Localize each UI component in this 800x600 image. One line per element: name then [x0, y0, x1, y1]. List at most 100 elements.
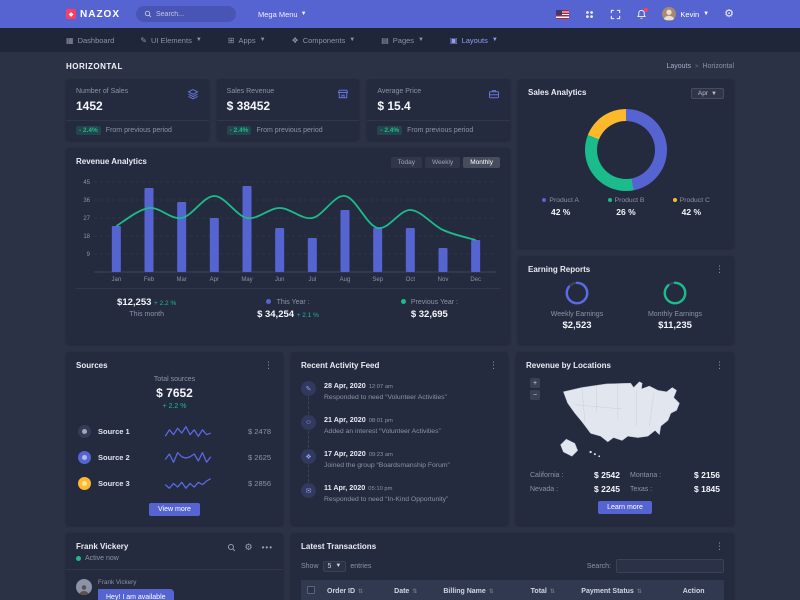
sort-icon: ⇅	[412, 588, 418, 595]
logo-icon: ◆	[66, 9, 76, 19]
source-name: Source 1	[98, 426, 130, 436]
nav-item-ui-elements[interactable]: ✎ UI Elements ▼	[140, 36, 202, 45]
stat-note: From previous period	[407, 127, 474, 134]
sort-icon: ⇅	[636, 588, 642, 595]
chevron-down-icon: ▼	[300, 11, 307, 17]
svg-text:Jun: Jun	[275, 277, 285, 283]
learn-more-button[interactable]: Learn more	[598, 501, 652, 514]
monthly-button[interactable]: Monthly	[463, 157, 500, 168]
breadcrumb-link[interactable]: Layouts	[666, 63, 691, 70]
nav-item-pages[interactable]: ▤ Pages ▼	[381, 36, 424, 45]
chat-search-button[interactable]	[227, 543, 236, 552]
grid-icon	[586, 10, 594, 18]
card-title: Sales Analytics	[528, 88, 587, 97]
monthly-earnings-ring-chart	[626, 280, 724, 306]
svg-text:Feb: Feb	[144, 277, 155, 283]
chevron-down-icon: ▼	[703, 11, 710, 17]
svg-text:9: 9	[87, 252, 91, 258]
search-input[interactable]	[156, 10, 228, 18]
settings-button[interactable]: ⚙	[724, 8, 734, 20]
user-menu[interactable]: Kevin ▼	[662, 7, 709, 21]
weekly-button[interactable]: Weekly	[425, 157, 461, 168]
stat-card-sales-revenue: Sales Revenue $ 38452 - 2.4% From previo…	[216, 79, 360, 140]
table-search-input[interactable]	[616, 559, 724, 573]
legend-dot	[672, 198, 677, 203]
column-order-id[interactable]: Order ID ⇅	[321, 580, 389, 600]
nav-item-apps[interactable]: ⊞ Apps ▼	[228, 36, 266, 45]
topbar-search[interactable]	[136, 6, 236, 22]
select-all-checkbox[interactable]	[307, 586, 315, 594]
column-payment-status[interactable]: Payment Status ⇅	[575, 580, 677, 600]
chat-user-name: Frank Vickery	[76, 542, 129, 551]
user-avatar	[662, 7, 677, 21]
column-date[interactable]: Date ⇅	[388, 580, 438, 600]
nav-label: Layouts	[461, 35, 488, 45]
svg-text:Dec: Dec	[470, 277, 481, 283]
svg-text:Jan: Jan	[111, 277, 121, 283]
search-icon	[227, 543, 235, 552]
kebab-menu-icon[interactable]: ⋮	[715, 264, 724, 274]
table-search-control: Search:	[587, 559, 724, 573]
column-total[interactable]: Total ⇅	[524, 580, 576, 600]
sort-icon: ⇅	[488, 588, 494, 595]
language-flag-button[interactable]	[556, 9, 570, 19]
person-icon	[79, 585, 89, 595]
nav-item-dashboard[interactable]: ▦ Dashboard	[66, 36, 114, 45]
kebab-menu-icon[interactable]: ⋮	[715, 541, 724, 551]
map-zoom-in-button[interactable]: +	[530, 378, 540, 388]
nav-item-layouts[interactable]: ▣ Layouts ▼	[450, 36, 498, 45]
select-all-cell	[301, 580, 321, 600]
revenue-locations-card: Revenue by Locations ⋮ + − California : $…	[516, 352, 734, 525]
month-select-value: Apr	[697, 90, 709, 97]
notifications-button[interactable]	[636, 7, 649, 20]
chevron-down-icon: ▼	[418, 37, 424, 43]
source-3-icon	[78, 476, 91, 490]
source-row-3: Source 3 $ 2856	[76, 470, 273, 496]
nav-label: Pages	[392, 35, 415, 45]
breadcrumb-separator: >	[694, 63, 699, 70]
legend-product-a: Product A 42 %	[528, 197, 593, 217]
month-select[interactable]: Apr ▼	[690, 88, 724, 99]
stat-value: 1452	[76, 99, 103, 113]
kebab-menu-icon[interactable]: ⋮	[264, 360, 273, 370]
revenue-analytics-card: Revenue Analytics Today Weekly Monthly 9…	[66, 148, 510, 344]
sort-icon: ⇅	[358, 588, 364, 595]
sort-icon: ⇅	[549, 588, 555, 595]
card-title: Earning Reports	[528, 265, 591, 274]
kebab-menu-icon[interactable]: ⋮	[489, 360, 498, 370]
bell-icon	[637, 9, 647, 19]
chat-more-button[interactable]: •••	[262, 543, 273, 552]
stat-value: $ 15.4	[377, 99, 411, 113]
mail-icon: ✉	[301, 483, 316, 498]
stat-delta-badge: - 2.4%	[377, 126, 403, 135]
earning-reports-card: Earning Reports ⋮ Weekly Earnings $2,523…	[518, 256, 734, 344]
apps-grid-button[interactable]	[584, 9, 595, 20]
us-map[interactable]	[530, 376, 720, 462]
mega-menu-button[interactable]: Mega Menu ▼	[258, 10, 307, 19]
stat-delta-badge: - 2.4%	[76, 126, 101, 135]
source-row-1: Source 1 $ 2478	[76, 418, 273, 444]
breadcrumb: Layouts > Horizontal	[666, 63, 734, 70]
view-more-button[interactable]: View more	[149, 503, 200, 516]
nav-label: Apps	[238, 35, 256, 45]
person-icon	[664, 9, 675, 21]
page-size-select[interactable]: 5 ▼	[322, 560, 347, 572]
svg-text:Sep: Sep	[372, 277, 383, 283]
mega-menu-label: Mega Menu	[258, 9, 298, 19]
location-nevada: Nevada : $ 2245	[530, 484, 620, 494]
kebab-menu-icon[interactable]: ⋮	[715, 360, 724, 370]
app-logo[interactable]: ◆ NAZOX	[66, 9, 120, 20]
stat-card-average-price: Average Price $ 15.4 - 2.4% From previou…	[367, 79, 511, 140]
stack-icon	[187, 88, 199, 113]
chevron-down-icon: ▼	[259, 37, 266, 43]
fullscreen-button[interactable]	[610, 9, 621, 20]
nav-item-components[interactable]: ❖ Components ▼	[292, 36, 356, 45]
today-button[interactable]: Today	[390, 157, 423, 168]
activity-item: ✉ 11 Apr, 2020 05:10 pm Responded to need…	[301, 478, 498, 512]
card-title: Latest Transactions	[301, 542, 377, 551]
chat-settings-button[interactable]: ⚙	[245, 542, 253, 553]
source-value: $ 2856	[248, 478, 271, 488]
map-zoom-out-button[interactable]: −	[530, 390, 540, 400]
column-billing-name[interactable]: Billing Name ⇅	[437, 580, 525, 600]
revenue-bar-line-chart: 9 18 27 36 45 Jan Feb Mar Apr May Jun Jul Aug Sep Oct N…	[76, 172, 500, 284]
